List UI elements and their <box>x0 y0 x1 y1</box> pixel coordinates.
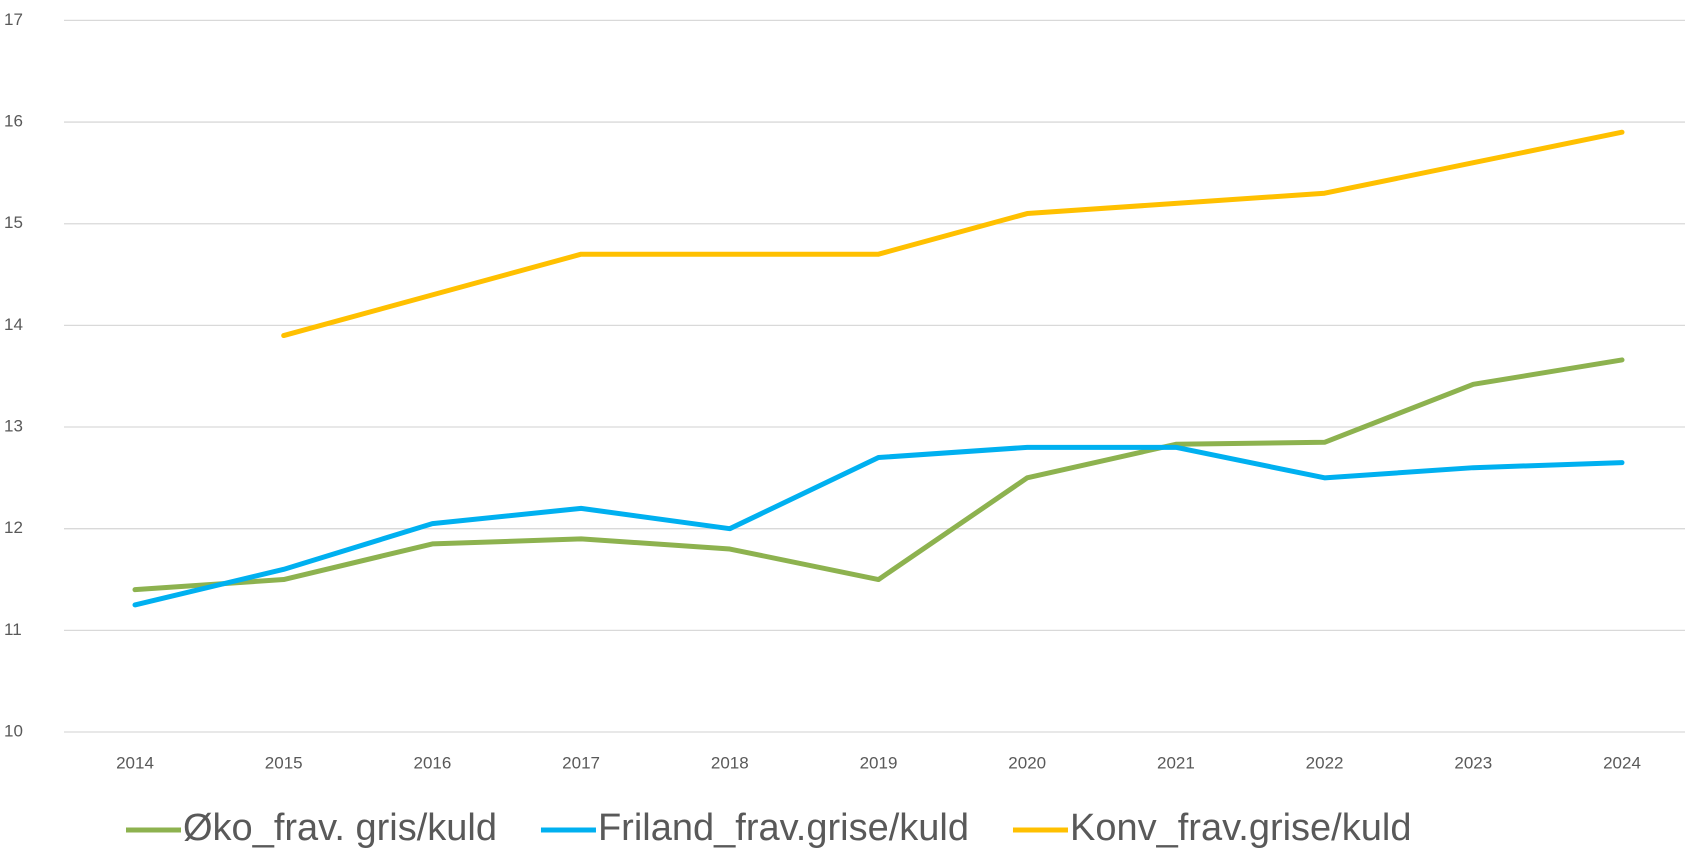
y-tick-label: 10 <box>4 721 23 740</box>
x-tick-label: 2014 <box>116 753 154 772</box>
x-tick-label: 2024 <box>1603 753 1641 772</box>
x-tick-label: 2021 <box>1157 753 1195 772</box>
x-tick-label: 2023 <box>1454 753 1492 772</box>
x-tick-label: 2017 <box>562 753 600 772</box>
x-tick-label: 2019 <box>860 753 898 772</box>
legend-label: Øko_frav. gris/kuld <box>183 807 497 849</box>
x-tick-label: 2018 <box>711 753 749 772</box>
y-tick-label: 11 <box>4 620 22 639</box>
y-tick-label: 17 <box>4 10 23 29</box>
y-tick-label: 13 <box>4 417 23 436</box>
x-tick-label: 2020 <box>1008 753 1046 772</box>
chart: 10 11 12 13 14 15 16 17 2014 2015 2016 2017 2018 2019… <box>0 0 1685 852</box>
series-line <box>284 132 1622 335</box>
y-tick-label: 15 <box>4 213 23 232</box>
page: 10 11 12 13 14 15 16 17 2014 2015 2016 2017 2018 2019… <box>0 0 1685 857</box>
legend-label: Friland_frav.grise/kuld <box>598 807 969 849</box>
x-tick-label: 2015 <box>265 753 303 772</box>
y-tick-label: 14 <box>4 315 23 334</box>
x-tick-label: 2016 <box>413 753 451 772</box>
y-tick-label: 16 <box>4 112 23 131</box>
x-tick-label: 2022 <box>1306 753 1344 772</box>
y-tick-label: 12 <box>4 518 23 537</box>
legend-label: Konv_frav.grise/kuld <box>1070 807 1411 849</box>
